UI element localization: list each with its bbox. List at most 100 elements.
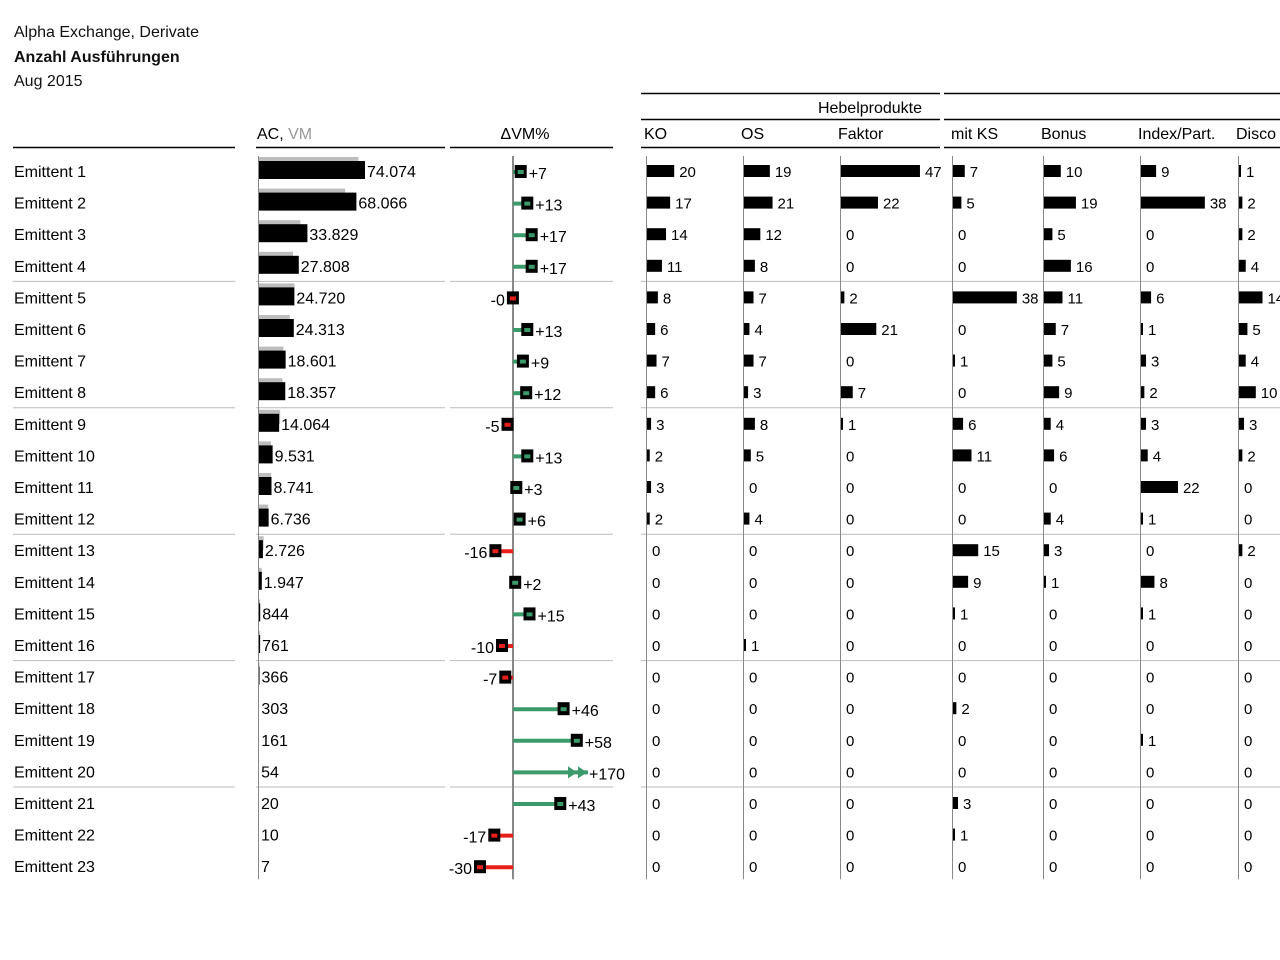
emitter-name: Emittent 16	[14, 638, 95, 655]
dvm-value-label: +7	[529, 166, 547, 183]
dvm-value-label: +12	[534, 387, 561, 404]
product-value-label: 0	[749, 670, 757, 687]
product-value-label: 0	[958, 480, 966, 497]
product-value-label: 19	[775, 164, 792, 181]
emitter-name: Emittent 18	[14, 701, 95, 718]
dvm-pin-head-fill	[557, 802, 564, 806]
product-bar	[647, 417, 652, 430]
product-value-label: 14	[1268, 290, 1280, 307]
dvm-pin-head-fill	[528, 264, 535, 269]
ac-bar	[259, 477, 272, 495]
product-bar	[744, 228, 761, 241]
product-value-label: 20	[679, 164, 696, 181]
product-value-label: 0	[846, 638, 854, 655]
product-value-label: 0	[1244, 701, 1252, 718]
dvm-pin-head-fill	[528, 233, 535, 238]
emitter-name: Emittent 1	[14, 164, 86, 181]
product-bar	[1141, 291, 1152, 304]
product-value-label: 0	[846, 543, 854, 560]
product-value-label: 0	[958, 512, 966, 529]
product-value-label: 1	[1051, 575, 1059, 592]
product-value-label: 4	[754, 512, 762, 529]
dvm-value-label: -30	[449, 861, 472, 878]
dvm-pin-head-fill	[523, 391, 530, 396]
product-bar	[744, 512, 750, 525]
ac-value-label: 14.064	[281, 417, 330, 434]
product-value-label: 0	[1049, 733, 1057, 750]
product-bar	[841, 386, 853, 399]
product-value-label: 2	[1247, 448, 1255, 465]
product-bar	[1239, 544, 1243, 557]
dvm-pin-head-fill	[499, 644, 505, 648]
product-bar	[841, 165, 920, 177]
chart-title-measure: Anzahl Ausführungen	[14, 49, 180, 66]
product-value-label: 8	[663, 290, 671, 307]
product-bar	[953, 797, 959, 809]
product-bar	[1044, 196, 1076, 209]
product-value-label: 0	[652, 638, 660, 655]
dvm-pin-head-fill	[516, 517, 523, 522]
header-group-label: Hebelprodukte	[818, 100, 922, 117]
product-value-label: 16	[1076, 259, 1093, 276]
product-value-label: 0	[749, 480, 757, 497]
dvm-pin-head-fill	[524, 201, 531, 206]
dvm-pin-head-fill	[512, 580, 519, 585]
product-bar	[1141, 165, 1157, 177]
dvm-pin-head-fill	[519, 359, 526, 364]
product-value-label: 4	[1153, 448, 1161, 465]
product-value-label: 0	[749, 796, 757, 813]
product-value-label: 0	[1049, 670, 1057, 687]
product-value-label: 9	[1161, 164, 1169, 181]
dvm-value-label: -5	[485, 419, 499, 436]
product-value-label: 5	[756, 448, 764, 465]
product-value-label: 0	[1146, 796, 1154, 813]
product-bar	[744, 639, 746, 651]
ac-bar	[259, 635, 261, 653]
product-value-label: 2	[1247, 196, 1255, 213]
product-value-label: 2	[1247, 543, 1255, 560]
product-value-label: 1	[960, 828, 968, 845]
emitter-name: Emittent 13	[14, 543, 95, 560]
product-value-label: 2	[961, 701, 969, 718]
product-value-label: 12	[765, 227, 782, 244]
product-value-label: 21	[778, 196, 795, 213]
product-bar	[1239, 354, 1246, 367]
ac-bar	[259, 161, 365, 179]
product-value-label: 3	[963, 796, 971, 813]
ac-bar	[259, 224, 308, 243]
ac-value-label: 18.601	[288, 354, 337, 371]
product-value-label: 1	[1246, 164, 1254, 181]
emitter-name: Emittent 3	[14, 227, 86, 244]
product-value-label: 0	[846, 733, 854, 750]
product-bar	[1141, 386, 1145, 399]
ac-value-label: 761	[262, 638, 289, 655]
product-bar	[744, 417, 755, 430]
product-value-label: 6	[1059, 448, 1067, 465]
chart-title-period: Aug 2015	[14, 73, 83, 90]
product-bar	[647, 449, 650, 462]
product-value-label: 0	[958, 670, 966, 687]
product-value-label: 38	[1022, 290, 1039, 307]
product-value-label: 7	[759, 290, 767, 307]
product-value-label: 47	[925, 164, 942, 181]
product-value-label: 0	[1146, 638, 1154, 655]
product-bar	[1239, 259, 1246, 272]
product-value-label: 0	[846, 448, 854, 465]
product-value-label: 6	[968, 417, 976, 434]
product-bar	[1239, 196, 1243, 209]
product-value-label: 1	[751, 638, 759, 655]
product-value-label: 0	[749, 575, 757, 592]
product-bar	[1044, 291, 1063, 304]
product-value-label: 3	[1151, 417, 1159, 434]
product-value-label: 0	[749, 701, 757, 718]
emitter-name: Emittent 9	[14, 417, 86, 434]
dvm-pin-head-fill	[573, 738, 580, 743]
dvm-value-label: +43	[568, 798, 595, 815]
product-value-label: 0	[846, 670, 854, 687]
product-value-label: 11	[1067, 290, 1083, 307]
product-value-label: 0	[958, 638, 966, 655]
product-bar	[1239, 291, 1263, 304]
product-value-label: 7	[662, 354, 670, 371]
header-vm-label: VM	[288, 126, 312, 143]
product-bar	[647, 323, 656, 335]
